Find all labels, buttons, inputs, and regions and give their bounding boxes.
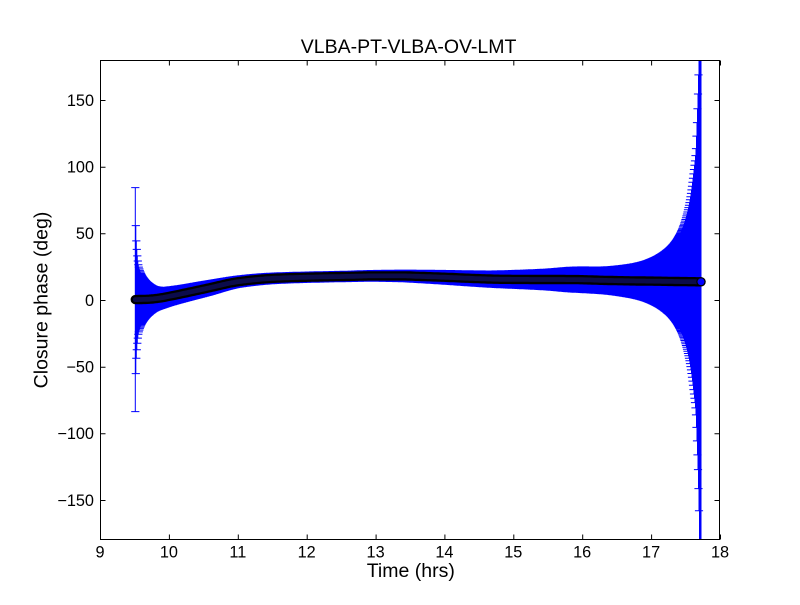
svg-text:50: 50 [76, 225, 94, 243]
svg-text:150: 150 [67, 92, 94, 110]
svg-text:10: 10 [160, 544, 178, 562]
svg-text:100: 100 [67, 159, 94, 177]
svg-text:9: 9 [95, 544, 104, 562]
svg-text:17: 17 [642, 544, 660, 562]
svg-text:−150: −150 [57, 492, 94, 510]
svg-text:13: 13 [367, 544, 385, 562]
svg-text:−50: −50 [66, 359, 94, 377]
svg-text:18: 18 [711, 544, 729, 562]
svg-text:15: 15 [504, 544, 522, 562]
svg-text:16: 16 [573, 544, 591, 562]
svg-text:0: 0 [85, 292, 94, 310]
svg-text:−100: −100 [57, 425, 94, 443]
svg-text:Time (hrs): Time (hrs) [367, 560, 455, 582]
svg-text:Closure phase (deg): Closure phase (deg) [31, 212, 53, 389]
svg-text:14: 14 [435, 544, 453, 562]
svg-text:12: 12 [298, 544, 316, 562]
svg-text:VLBA-PT-VLBA-OV-LMT: VLBA-PT-VLBA-OV-LMT [301, 36, 517, 58]
svg-text:11: 11 [229, 544, 246, 562]
